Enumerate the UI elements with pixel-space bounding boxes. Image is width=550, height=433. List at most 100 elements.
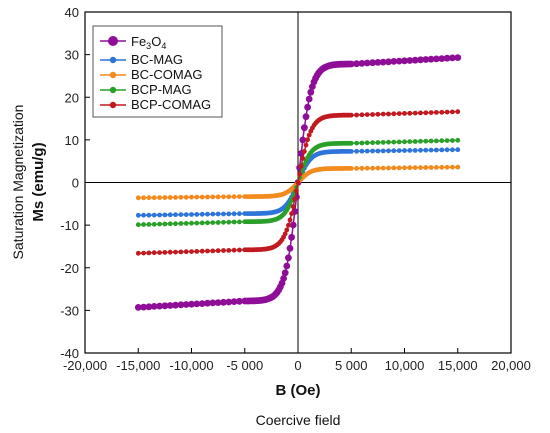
data-point-bcp-comag (450, 109, 455, 115)
data-point-bcp-mag (434, 138, 439, 144)
data-point-bc-mag (450, 147, 455, 153)
data-point-bcp-comag (412, 110, 418, 116)
data-point-bcp-comag (173, 249, 178, 255)
data-point-bc-comag (375, 165, 381, 171)
data-point-bcp-comag (306, 132, 312, 138)
data-point-bcp-mag (396, 139, 402, 145)
data-point-bc-mag (167, 212, 173, 218)
data-point-bc-comag (386, 165, 391, 171)
data-point-fe3o4 (302, 113, 310, 121)
data-point-bc-comag (178, 194, 184, 200)
data-point-bcp-mag (418, 138, 423, 144)
data-point-bcp-mag (178, 221, 184, 226)
data-point-fe3o4 (172, 301, 179, 309)
data-point-bcp-mag (151, 221, 157, 227)
data-point-bcp-mag (407, 139, 413, 145)
data-point-bc-comag (205, 194, 210, 200)
data-point-fe3o4 (281, 269, 289, 277)
data-point-bcp-comag (359, 112, 365, 118)
data-point-bc-mag (364, 148, 370, 154)
legend-label-bcp-mag: BCP-MAG (131, 82, 192, 97)
x-axis-title: B (Oe) (276, 382, 321, 399)
data-point-bc-comag (194, 194, 200, 200)
data-point-bcp-comag (375, 111, 381, 117)
data-point-fe3o4 (280, 275, 287, 282)
data-point-bc-mag (189, 212, 194, 217)
legend-marker-bcp-comag (109, 101, 117, 109)
data-point-bc-comag (183, 194, 189, 200)
legend-label-bcp-comag: BCP-COMAG (131, 97, 211, 112)
legend-label-bc-mag: BC-MAG (131, 52, 183, 67)
data-point-bcp-comag (305, 137, 310, 143)
data-point-bc-mag (146, 212, 152, 218)
y-tick-label: -20 (60, 261, 79, 276)
data-point-bcp-mag (428, 138, 434, 144)
data-point-fe3o4 (301, 124, 308, 132)
data-point-bcp-mag (375, 140, 381, 145)
data-point-bc-mag (354, 148, 359, 154)
y-tick-label: 20 (65, 90, 79, 105)
data-point-bcp-mag (380, 140, 386, 145)
axis-ticks: -20,000 -15,000 -10,000 -5 000 0 5 000 10,000 1… (60, 5, 531, 373)
data-point-bcp-mag (346, 140, 352, 146)
data-point-bc-comag (434, 165, 439, 170)
data-point-bcp-mag (226, 219, 232, 225)
data-point-bcp-comag (167, 249, 173, 255)
y-tick-label: -30 (60, 303, 79, 318)
data-point-bc-mag (194, 212, 200, 217)
data-point-bc-mag (135, 212, 141, 218)
data-point-bcp-comag (282, 231, 288, 237)
data-point-bc-mag (407, 148, 413, 153)
data-point-fe3o4 (369, 59, 376, 67)
data-point-bcp-comag (370, 112, 375, 117)
data-point-bcp-mag (364, 140, 370, 146)
data-point-bcp-comag (215, 248, 221, 254)
data-point-fe3o4 (230, 298, 238, 305)
data-point-fe3o4 (134, 304, 142, 311)
data-point-bcp-comag (135, 250, 141, 256)
y-tick-label: 30 (65, 48, 79, 63)
data-point-bcp-comag (294, 188, 299, 194)
data-point-bcp-comag (287, 217, 293, 223)
data-point-fe3o4 (166, 302, 174, 309)
data-point-fe3o4 (353, 60, 360, 68)
data-point-fe3o4 (401, 57, 408, 65)
data-point-bcp-comag (178, 249, 184, 255)
legend-marker-fe3o4 (108, 36, 118, 46)
data-point-bcp-comag (210, 248, 216, 254)
data-point-fe3o4 (438, 55, 446, 62)
data-point-bcp-mag (162, 221, 168, 227)
data-point-bcp-comag (434, 110, 439, 115)
data-point-fe3o4 (449, 54, 456, 62)
data-point-fe3o4 (209, 299, 217, 307)
data-point-bc-mag (210, 211, 216, 217)
data-point-bcp-comag (295, 180, 301, 185)
data-point-bcp-comag (189, 249, 194, 255)
legend-marker-bc-mag (109, 56, 117, 64)
data-point-bcp-mag (135, 222, 141, 228)
data-point-fe3o4 (289, 221, 297, 229)
data-point-bcp-mag (412, 139, 418, 144)
data-point-bcp-mag (455, 137, 461, 143)
data-point-fe3o4 (193, 300, 201, 308)
data-point-bcp-comag (428, 110, 434, 115)
data-point-bcp-comag (444, 109, 450, 115)
data-point-bc-comag (359, 165, 365, 171)
y-axis-title-line1: Saturation Magnetization (10, 105, 26, 260)
data-point-bc-mag (423, 147, 429, 153)
data-point-bc-mag (428, 147, 434, 153)
data-point-bc-mag (221, 211, 226, 217)
data-point-fe3o4 (427, 55, 435, 63)
data-point-bc-comag (418, 165, 423, 171)
data-point-bc-comag (428, 165, 434, 170)
data-point-bcp-mag (141, 222, 147, 227)
x-tick-label: 0 (294, 358, 301, 373)
data-point-bcp-mag (402, 139, 407, 145)
legend-marker-bc-comag (109, 71, 117, 79)
data-point-bcp-comag (226, 248, 232, 253)
data-point-bcp-comag (290, 204, 296, 210)
data-point-bc-mag (162, 212, 168, 218)
data-point-bcp-comag (391, 111, 397, 117)
data-point-bcp-comag (221, 248, 226, 253)
legend: Fe3O4 BC-MAG BC-COMAG BCP-MAG BCP-COMAG (92, 25, 223, 118)
